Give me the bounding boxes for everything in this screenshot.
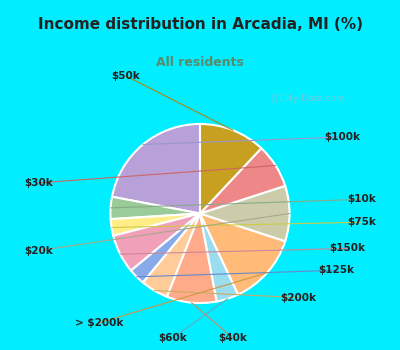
Text: $200k: $200k bbox=[280, 293, 316, 303]
Text: $150k: $150k bbox=[330, 244, 366, 253]
Text: $10k: $10k bbox=[347, 194, 376, 204]
Text: $125k: $125k bbox=[318, 265, 354, 275]
Wedge shape bbox=[200, 214, 238, 301]
Text: $60k: $60k bbox=[158, 333, 187, 343]
Wedge shape bbox=[111, 214, 200, 236]
Text: $100k: $100k bbox=[324, 132, 360, 142]
Wedge shape bbox=[143, 214, 200, 297]
Text: All residents: All residents bbox=[156, 56, 244, 69]
Text: $20k: $20k bbox=[24, 246, 53, 256]
Wedge shape bbox=[200, 148, 285, 214]
Wedge shape bbox=[200, 214, 285, 294]
Text: ⓘ City-Data.com: ⓘ City-Data.com bbox=[272, 94, 344, 103]
Wedge shape bbox=[167, 214, 217, 303]
Text: $30k: $30k bbox=[24, 178, 53, 188]
Text: > $200k: > $200k bbox=[75, 318, 124, 328]
Wedge shape bbox=[131, 214, 200, 282]
Text: Income distribution in Arcadia, MI (%): Income distribution in Arcadia, MI (%) bbox=[38, 17, 362, 32]
Wedge shape bbox=[113, 214, 200, 271]
Wedge shape bbox=[112, 124, 200, 214]
Text: $40k: $40k bbox=[218, 333, 247, 343]
Text: $50k: $50k bbox=[111, 71, 140, 81]
Wedge shape bbox=[200, 186, 290, 241]
Wedge shape bbox=[200, 124, 261, 214]
Wedge shape bbox=[110, 197, 200, 219]
Text: $75k: $75k bbox=[347, 217, 376, 227]
